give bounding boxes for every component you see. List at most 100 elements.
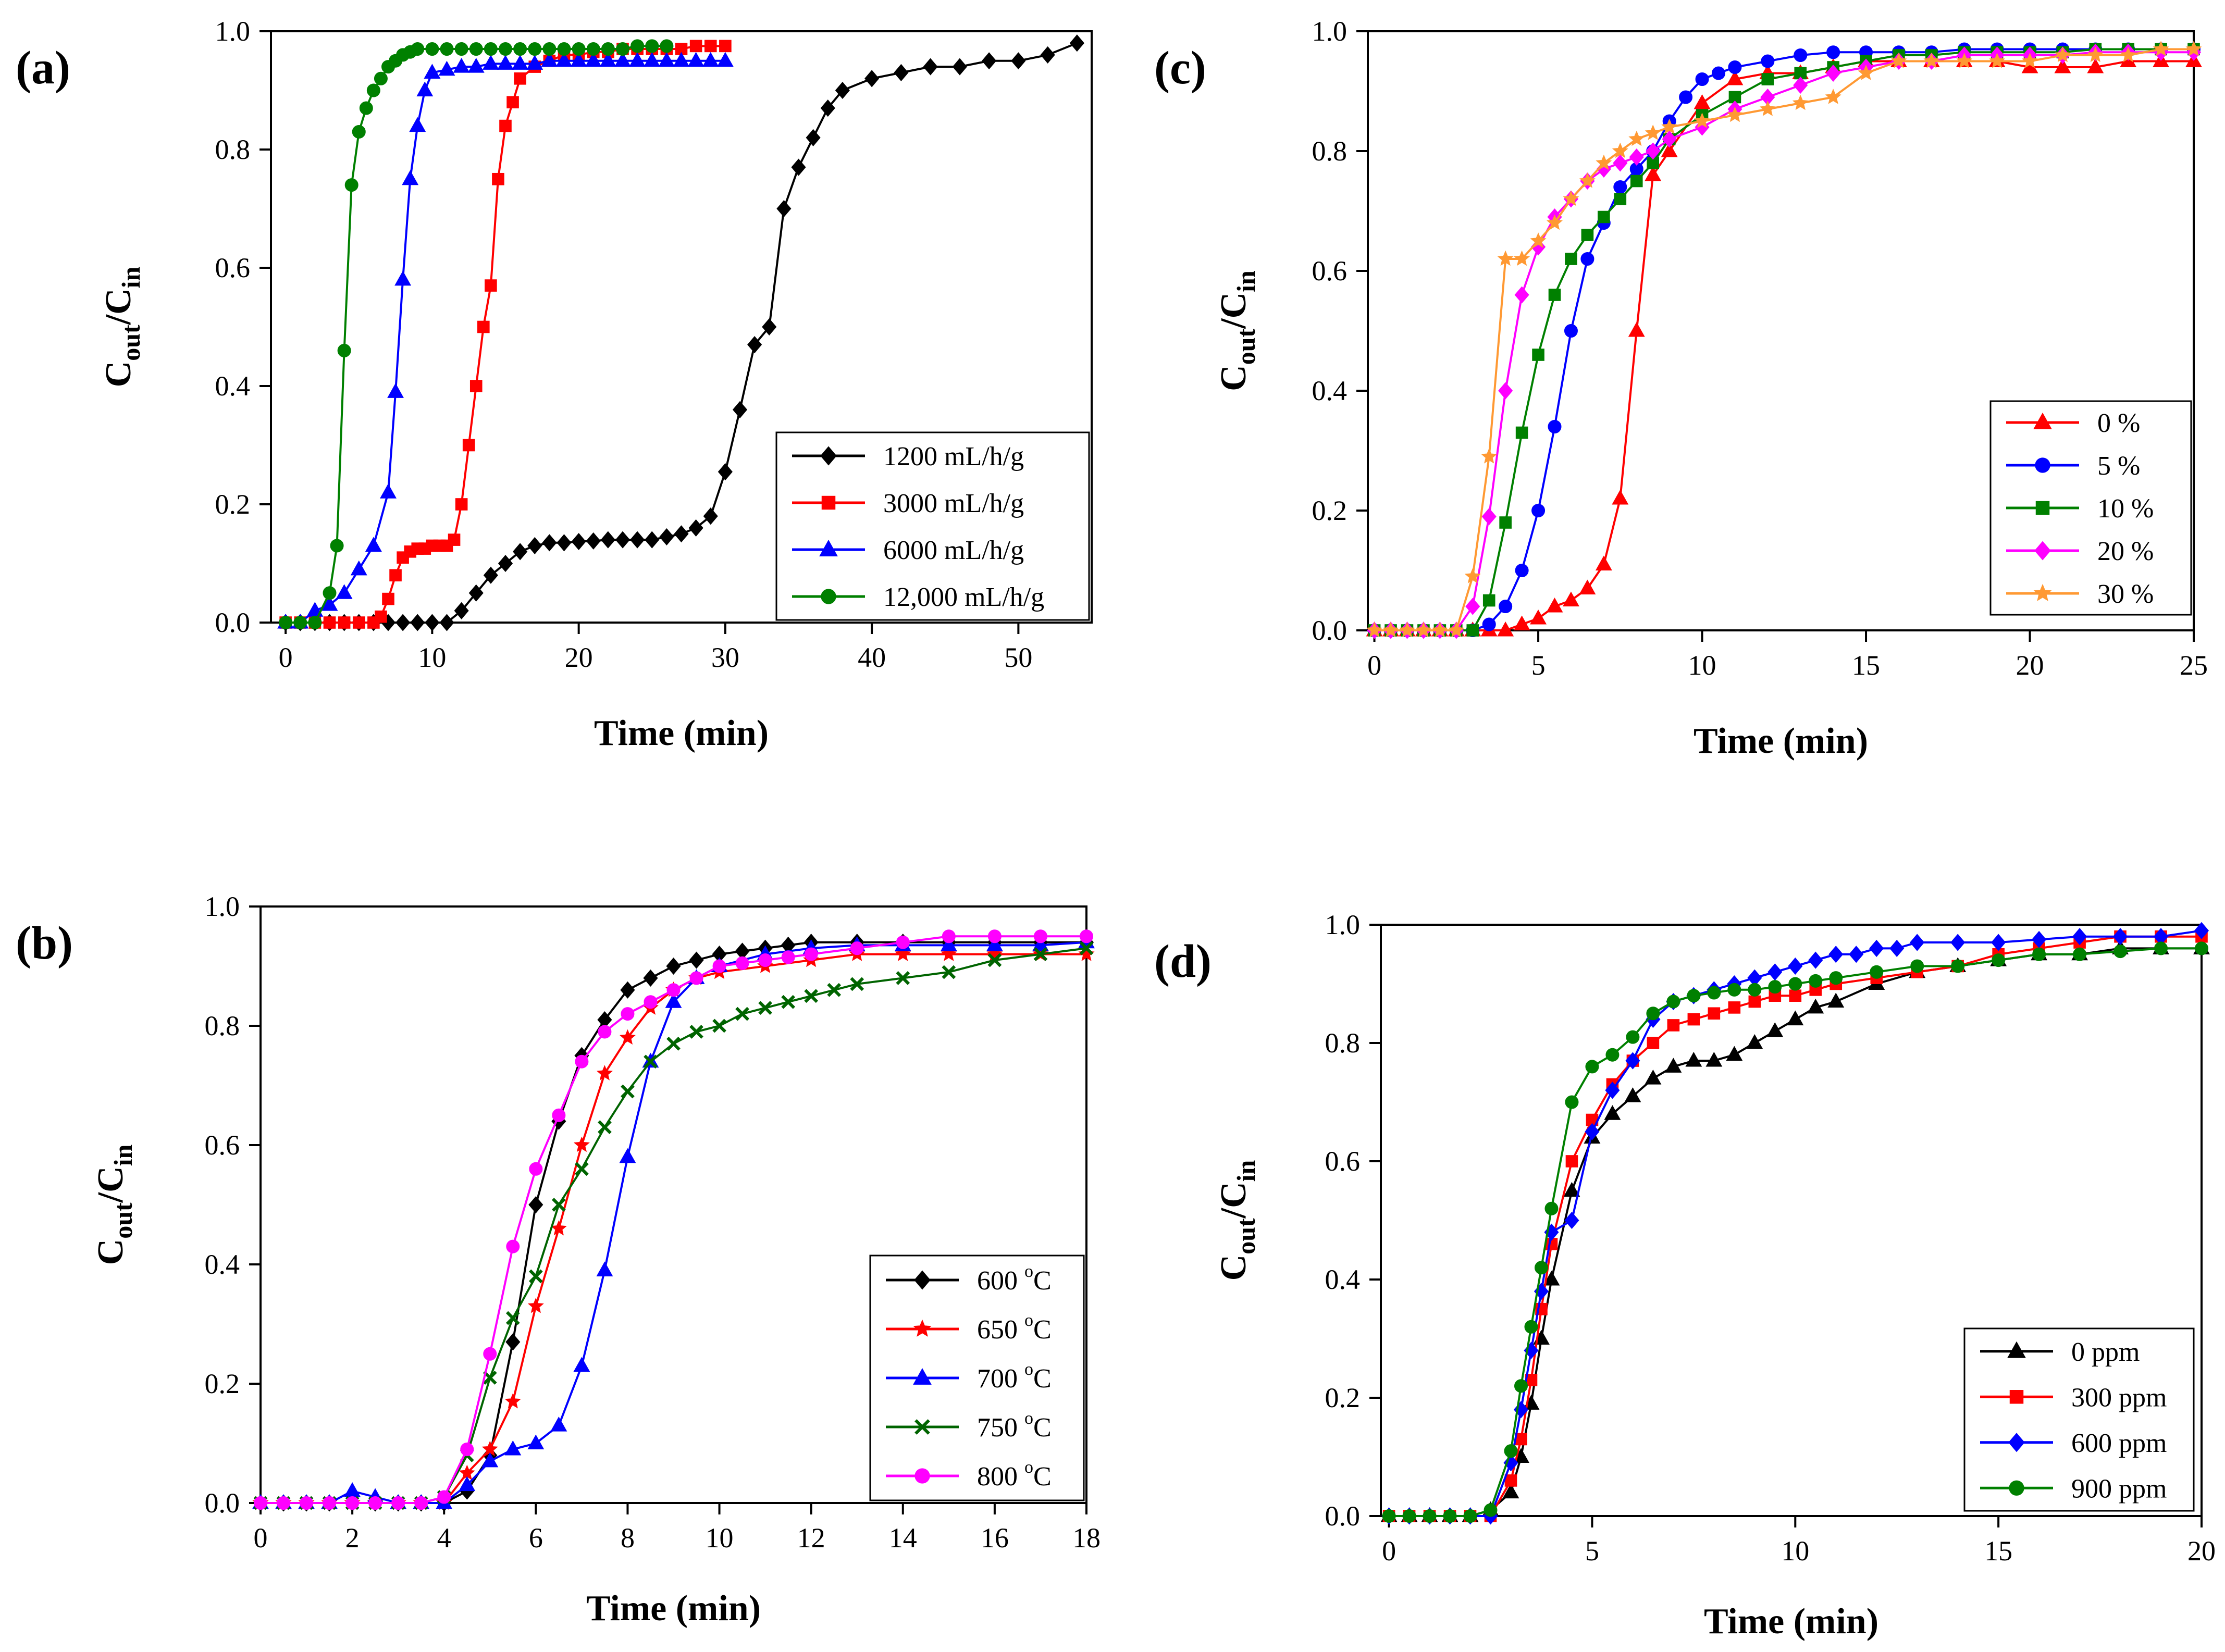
x-tick-label: 0: [279, 642, 293, 673]
data-point: [1687, 989, 1701, 1003]
data-point: [1662, 130, 1677, 148]
legend-label: 600 ppm: [2071, 1429, 2167, 1458]
legend-name: 20 %: [2097, 537, 2154, 566]
data-point: [1614, 193, 1627, 205]
y-tick-label: 0.8: [205, 1010, 240, 1041]
data-point: [541, 52, 558, 67]
data-point: [1596, 154, 1612, 170]
data-point: [1579, 579, 1596, 594]
x-axis-label: Time (min): [586, 1588, 761, 1629]
data-point: [1585, 1060, 1599, 1074]
legend-unit: C: [1033, 1462, 1052, 1492]
data-point: [2032, 930, 2047, 948]
legend-label: 3000 mL/h/g: [883, 489, 1024, 518]
data-point: [1667, 1019, 1680, 1032]
legend-name: 750: [977, 1413, 1024, 1443]
data-point: [1563, 190, 1579, 206]
legend-label: 750 oC: [977, 1409, 1052, 1443]
data-point: [619, 1029, 636, 1045]
data-point: [1423, 1509, 1437, 1523]
data-point: [2087, 58, 2104, 73]
y-label-sub-out: out: [1231, 328, 1260, 365]
data-point: [1546, 214, 1563, 230]
y-tick-label: 0.8: [215, 134, 251, 165]
x-tick-label: 40: [858, 642, 886, 673]
data-point: [1564, 1211, 1579, 1229]
data-point: [1748, 995, 1761, 1008]
data-point: [704, 40, 717, 53]
legend-label: 600 oC: [977, 1262, 1052, 1296]
data-point: [1497, 621, 1514, 637]
data-point: [820, 100, 835, 117]
data-point: [1484, 1503, 1498, 1517]
data-point: [1565, 1155, 1578, 1167]
data-point: [414, 1496, 428, 1510]
legend-label: 12,000 mL/h/g: [883, 582, 1044, 612]
y-tick-label: 0.2: [215, 489, 251, 520]
data-point: [827, 983, 842, 997]
data-point: [596, 1261, 613, 1276]
legend-label: 650 oC: [977, 1311, 1052, 1345]
data-point: [1595, 555, 1612, 570]
legend-marker: [913, 1368, 932, 1385]
data-point: [1548, 289, 1561, 301]
legend-unit: C: [1033, 1315, 1052, 1345]
x-tick-label: 15: [1852, 650, 1880, 681]
data-point: [467, 58, 485, 73]
data-point: [1858, 65, 1874, 80]
data-point: [1032, 936, 1049, 951]
legend-label: 10 %: [2097, 494, 2154, 524]
data-point: [658, 52, 675, 67]
data-point: [542, 534, 557, 552]
y-label-sub-in: in: [1231, 270, 1260, 292]
data-point: [529, 1162, 543, 1176]
legend-name: 10 %: [2097, 494, 2154, 524]
data-point: [645, 39, 659, 53]
data-point: [762, 318, 777, 336]
y-tick-label: 0.8: [1325, 1027, 1361, 1059]
data-point: [1890, 53, 1907, 68]
data-point: [437, 1490, 451, 1504]
legend-label: 1200 mL/h/g: [883, 442, 1024, 471]
data-point: [1481, 507, 1497, 526]
y-tick-label: 0.6: [1312, 255, 1348, 287]
x-tick-label: 4: [437, 1522, 451, 1554]
x-tick-label: 20: [2187, 1535, 2216, 1567]
data-point: [2054, 58, 2071, 73]
data-point: [527, 1434, 545, 1449]
legend-marker: [2007, 1341, 2026, 1358]
data-point: [1502, 1483, 1519, 1499]
y-label-sub-out: out: [1231, 1218, 1260, 1254]
x-axis-label: Time (min): [1704, 1601, 1878, 1642]
data-point: [673, 52, 690, 67]
data-point: [716, 52, 734, 67]
panel-label: (a): [16, 42, 70, 94]
y-tick-label: 1.0: [1325, 909, 1361, 940]
x-tick-label: 15: [1984, 1535, 2012, 1567]
data-point: [469, 380, 483, 392]
y-tick-label: 0.0: [1312, 615, 1348, 646]
data-point: [2185, 41, 2202, 56]
data-point: [631, 39, 645, 53]
data-point: [1628, 321, 1645, 337]
data-point: [557, 534, 572, 552]
data-point: [598, 1025, 612, 1039]
legend-name: 600: [977, 1266, 1024, 1296]
data-point: [454, 602, 469, 619]
data-point: [477, 320, 490, 333]
legend: 0 ppm 300 ppm 600 ppm 900 ppm: [1963, 1327, 2195, 1512]
plot-frame: [1380, 924, 2203, 1517]
data-point: [1079, 941, 1094, 955]
data-point: [527, 537, 542, 554]
data-point: [2054, 46, 2071, 63]
legend-label: 800 oC: [977, 1458, 1052, 1492]
data-point: [1612, 489, 1629, 505]
data-point: [687, 52, 704, 67]
data-point: [712, 959, 726, 973]
data-point: [2154, 941, 2168, 955]
x-tick-label: 10: [418, 642, 446, 673]
data-point: [2112, 928, 2128, 946]
data-point: [1849, 946, 1864, 963]
data-point: [666, 1036, 681, 1051]
data-point: [1828, 946, 1844, 963]
